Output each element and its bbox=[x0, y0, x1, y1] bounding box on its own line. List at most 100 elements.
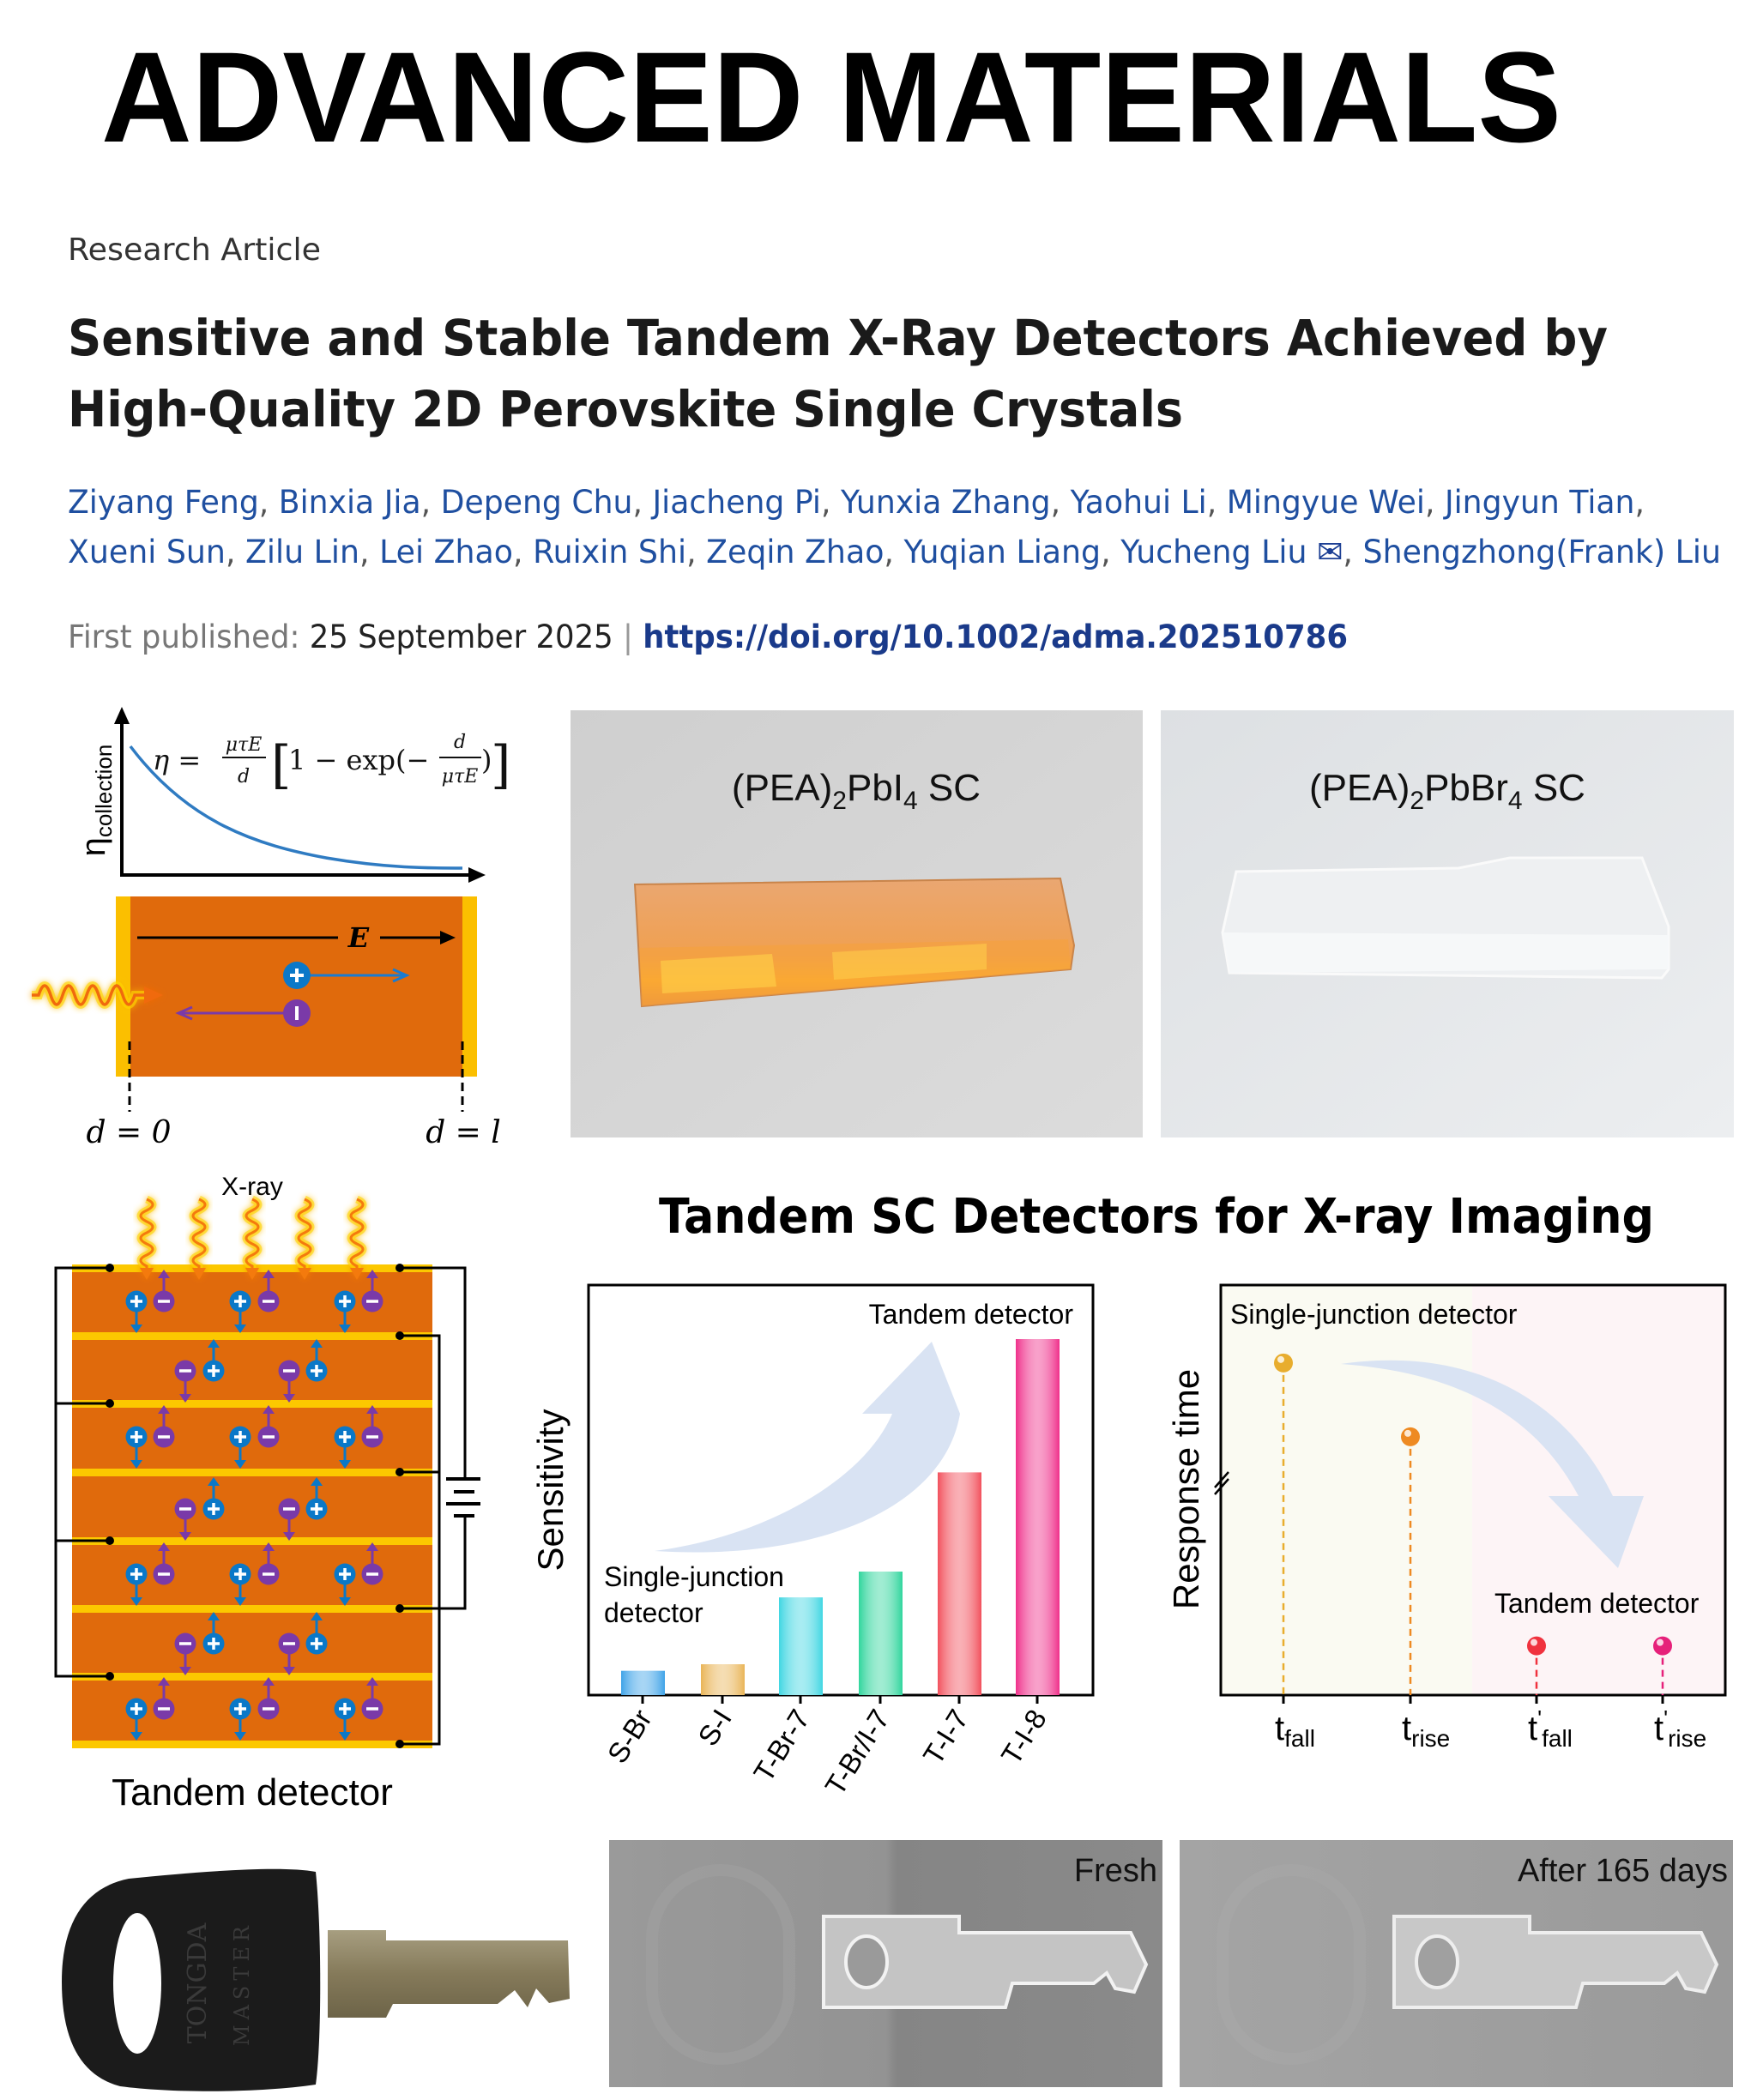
author-separator: , bbox=[1425, 484, 1445, 521]
response-chart-frame bbox=[1219, 1283, 1727, 1697]
bar-highlight bbox=[779, 1597, 823, 1695]
drift-arrowhead-icon bbox=[263, 1542, 275, 1551]
drift-arrowhead-icon bbox=[283, 1394, 295, 1403]
bar-chart-frame bbox=[587, 1283, 1095, 1697]
key-logo-text-2: MASTER bbox=[230, 1921, 254, 2046]
author-separator: , bbox=[632, 484, 652, 521]
right-wire bbox=[400, 1334, 441, 1746]
tick-base: t bbox=[1654, 1710, 1663, 1747]
tick-base: t bbox=[1528, 1710, 1537, 1747]
annotation-tandem: Tandem detector bbox=[869, 1299, 1074, 1330]
author-separator: , bbox=[1207, 484, 1227, 521]
key-logo-text-1: TONGDA bbox=[183, 1922, 213, 2043]
tick-prime: ' bbox=[1663, 1705, 1668, 1731]
first-published-date: 25 September 2025 bbox=[310, 619, 613, 655]
author-separator: , bbox=[884, 534, 903, 570]
xray-wave-icon bbox=[294, 1195, 315, 1280]
field-label: E bbox=[347, 921, 370, 954]
battery-icon bbox=[446, 1477, 480, 1518]
tandem-caption: Tandem detector bbox=[112, 1771, 393, 1813]
xray-label: X-ray bbox=[221, 1173, 283, 1201]
xray-wave-icon bbox=[189, 1195, 209, 1280]
x-tick-label: S-I bbox=[691, 1704, 738, 1751]
author-separator: , bbox=[359, 534, 379, 570]
key-silhouette bbox=[1392, 1915, 1719, 2009]
drift-arrowhead-icon bbox=[179, 1667, 191, 1675]
drift-arrowhead-icon bbox=[158, 1677, 170, 1686]
data-point-0 bbox=[1274, 1353, 1293, 1373]
right-wire bbox=[400, 1266, 467, 1479]
author-separator: , bbox=[421, 484, 441, 521]
first-published-label: First published: bbox=[68, 619, 299, 655]
author-link[interactable]: Jiacheng Pi bbox=[651, 484, 821, 521]
tick-prime: ' bbox=[1537, 1705, 1542, 1731]
electrode-layer bbox=[72, 1741, 432, 1748]
drift-arrowhead-icon bbox=[130, 1597, 142, 1606]
author-link[interactable]: Ziyang Feng bbox=[68, 484, 259, 521]
contact-dot bbox=[106, 1399, 114, 1408]
svg-text:]: ] bbox=[491, 735, 510, 795]
svg-text:d: d bbox=[454, 732, 466, 753]
bar-chart-ylabel: Sensitivity bbox=[530, 1409, 571, 1571]
drift-arrowhead-icon bbox=[158, 1542, 170, 1551]
author-link[interactable]: Depeng Chu bbox=[441, 484, 633, 521]
xray-image-aged: After 165 days bbox=[1180, 1840, 1733, 2087]
author-separator: , bbox=[1634, 484, 1645, 521]
response-time-chart: Response time Single-junction detector T… bbox=[1166, 1283, 1727, 1752]
svg-text:d: d bbox=[238, 766, 250, 788]
electrode-layer bbox=[72, 1332, 432, 1340]
author-separator: , bbox=[1101, 534, 1120, 570]
collection-axis-label: ηcollection bbox=[75, 745, 117, 857]
author-link[interactable]: Yaohui Li bbox=[1070, 484, 1207, 521]
section-title: Tandem SC Detectors for X-ray Imaging bbox=[659, 1189, 1654, 1245]
contact-dot bbox=[106, 1264, 114, 1272]
contact-dot bbox=[106, 1536, 114, 1545]
electrode-layer bbox=[72, 1673, 432, 1681]
drift-arrowhead-icon bbox=[130, 1325, 142, 1333]
tick-subscript: fall bbox=[1284, 1725, 1315, 1752]
data-point-1 bbox=[1401, 1427, 1420, 1446]
response-chart-ylabel: Response time bbox=[1166, 1369, 1206, 1609]
x-tick-label: S-Br bbox=[601, 1704, 658, 1769]
author-separator: , bbox=[1343, 534, 1362, 570]
xray-wave-icon bbox=[347, 1195, 367, 1280]
electrode-layer bbox=[72, 1605, 432, 1613]
drift-arrowhead-icon bbox=[311, 1477, 323, 1486]
left-boundary-label: d = 0 bbox=[87, 1115, 172, 1150]
author-link[interactable]: Yuqian Liang bbox=[903, 534, 1102, 570]
author-link[interactable]: Xueni Sun bbox=[68, 534, 226, 570]
data-point-3 bbox=[1653, 1636, 1672, 1656]
sensitivity-bar-chart: Sensitivity Tandem detector Single-junct… bbox=[530, 1283, 1095, 1801]
doi-link[interactable]: https://doi.org/10.1002/adma.202510786 bbox=[643, 619, 1348, 655]
author-link[interactable]: Mingyue Wei bbox=[1227, 484, 1425, 521]
x-tick-label: T-Br/I-7 bbox=[818, 1704, 896, 1801]
author-separator: , bbox=[821, 484, 841, 521]
drift-arrowhead-icon bbox=[130, 1732, 142, 1741]
drift-arrowhead-icon bbox=[366, 1405, 378, 1414]
crystal-stack bbox=[72, 1268, 432, 1747]
drift-arrowhead-icon bbox=[263, 1270, 275, 1278]
author-link[interactable]: Jingyun Tian bbox=[1443, 484, 1634, 521]
mail-icon[interactable]: ✉ bbox=[1307, 534, 1343, 570]
drift-arrowhead-icon bbox=[158, 1270, 170, 1278]
collection-equation: η = μτE d [ 1 − exp(− d μτE ) ] bbox=[153, 732, 510, 795]
author-link[interactable]: Lei Zhao bbox=[379, 534, 513, 570]
y-axis-arrowhead-icon bbox=[114, 707, 130, 724]
photo-label-pbi4: (PEA)2PbI4 SC bbox=[732, 767, 981, 815]
xray-wave-icon bbox=[136, 1195, 157, 1280]
tick-base: t bbox=[1275, 1710, 1284, 1747]
author-link[interactable]: Zilu Lin bbox=[245, 534, 359, 570]
right-boundary-label: d = l bbox=[426, 1115, 501, 1150]
left-wire bbox=[54, 1266, 110, 1678]
author-link[interactable]: Binxia Jia bbox=[279, 484, 421, 521]
author-link[interactable]: Ruixin Shi bbox=[533, 534, 686, 570]
electrode-layer bbox=[72, 1469, 432, 1476]
journal-logo[interactable]: ADVANCED MATERIALS bbox=[101, 25, 1561, 169]
author-link[interactable]: Yunxia Zhang bbox=[840, 484, 1051, 521]
drift-arrowhead-icon bbox=[339, 1325, 351, 1333]
author-link[interactable]: Yucheng Liu bbox=[1120, 534, 1307, 570]
author-link[interactable]: Zeqin Zhao bbox=[706, 534, 884, 570]
author-link[interactable]: Shengzhong(Frank) Liu bbox=[1363, 534, 1721, 570]
drift-arrowhead-icon bbox=[234, 1732, 246, 1741]
